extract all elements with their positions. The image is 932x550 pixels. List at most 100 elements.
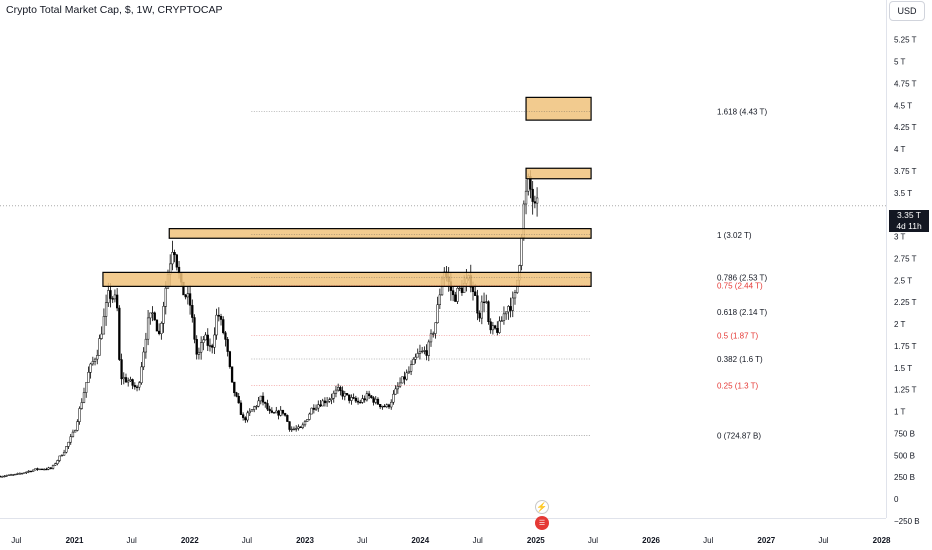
candle-body (374, 398, 377, 403)
candle-body (409, 364, 413, 372)
candle-body (303, 421, 307, 426)
candle-body (405, 372, 408, 380)
y-tick-label: 2.25 T (894, 298, 917, 307)
candle-body (511, 297, 514, 311)
candle-body (297, 426, 300, 429)
candle-body (507, 306, 510, 313)
candle-body (434, 322, 437, 334)
candle-body (197, 351, 201, 355)
fib-label: 1 (3.02 T) (717, 231, 752, 240)
candle-body (135, 386, 139, 388)
price-axis-border (886, 0, 887, 518)
candle-body (3, 475, 6, 478)
candle-body (423, 350, 426, 352)
candle-body (474, 291, 477, 296)
candle-body (131, 379, 134, 386)
candle-body (36, 468, 39, 470)
candle-body (228, 351, 232, 367)
candle-body (29, 470, 33, 473)
x-tick-label: Jul (588, 536, 598, 545)
candle-body (1, 476, 4, 478)
candle-body (354, 397, 358, 402)
candle-body (233, 381, 236, 394)
candle-body (248, 410, 251, 414)
candle-body (54, 463, 57, 466)
zones-layer (102, 96, 592, 287)
x-tick-label: Jul (818, 536, 828, 545)
candle-body (436, 304, 439, 324)
x-tick-label: 2021 (66, 536, 84, 545)
candle-body (292, 428, 296, 431)
candle-body (363, 398, 366, 401)
resistance-zone (168, 228, 592, 239)
candle-body (186, 293, 190, 298)
candle-body (312, 407, 316, 410)
candle-body (376, 398, 380, 405)
y-tick-label: 5.25 T (894, 36, 917, 45)
candle-body (372, 397, 375, 403)
candle-body (272, 412, 276, 414)
candle-body (199, 342, 203, 353)
candle-body (18, 473, 22, 475)
resistance-zone (525, 167, 592, 180)
candle-body (330, 397, 333, 400)
candle-body (208, 345, 212, 347)
candle-body (502, 313, 506, 322)
candle-body (524, 190, 528, 205)
y-tick-label: 4.75 T (894, 79, 917, 88)
candle-body (65, 446, 68, 453)
candle-body (5, 475, 8, 477)
y-tick-label: 4 T (894, 145, 906, 154)
candle-body (16, 473, 19, 475)
resistance-zone (102, 271, 592, 287)
candle-body (188, 293, 192, 306)
candle-body (151, 312, 154, 314)
us-flag-icon[interactable]: ☰ (535, 516, 549, 530)
candle-body (206, 334, 209, 346)
y-tick-label: 3 T (894, 233, 906, 242)
candle-body (109, 290, 112, 299)
flash-icon[interactable]: ⚡ (535, 500, 549, 514)
candle-body (343, 393, 346, 397)
y-tick-label: 3.75 T (894, 167, 917, 176)
candle-body (76, 421, 79, 431)
candle-body (219, 316, 223, 320)
x-tick-label: 2025 (527, 536, 545, 545)
candles-layer (0, 170, 539, 478)
y-tick-label: 3.5 T (894, 189, 912, 198)
candle-body (275, 410, 278, 414)
y-tick-label: 750 B (894, 429, 915, 438)
y-tick-label: 500 B (894, 451, 915, 460)
candle-body (122, 377, 125, 380)
candle-body (82, 392, 86, 403)
x-tick-label: 2022 (181, 536, 199, 545)
candle-body (120, 359, 123, 380)
currency-button[interactable]: USD (889, 1, 925, 21)
y-tick-label: 1.75 T (894, 342, 917, 351)
fib-label: 0.25 (1.3 T) (717, 381, 759, 390)
candle-body (429, 333, 433, 343)
fib-label: 0.786 (2.53 T) (717, 274, 767, 283)
candle-body (480, 301, 483, 319)
candle-body (20, 472, 24, 475)
candle-body (345, 393, 349, 396)
fib-label: 0.618 (2.14 T) (717, 308, 767, 317)
candle-body (407, 371, 411, 374)
candle-body (498, 320, 501, 333)
candle-body (334, 389, 338, 394)
y-tick-label: 1 T (894, 408, 906, 417)
candle-body (290, 428, 293, 431)
candle-body (91, 361, 94, 365)
candle-body (491, 325, 495, 331)
candle-body (204, 334, 207, 341)
candle-body (418, 351, 422, 354)
candle-body (485, 301, 488, 303)
y-tick-label: 1.5 T (894, 364, 912, 373)
candle-body (47, 467, 50, 470)
candle-body (215, 314, 218, 336)
y-tick-label: 2.75 T (894, 254, 917, 263)
candle-body (259, 395, 262, 402)
x-tick-label: Jul (11, 536, 21, 545)
candle-body (32, 469, 35, 472)
